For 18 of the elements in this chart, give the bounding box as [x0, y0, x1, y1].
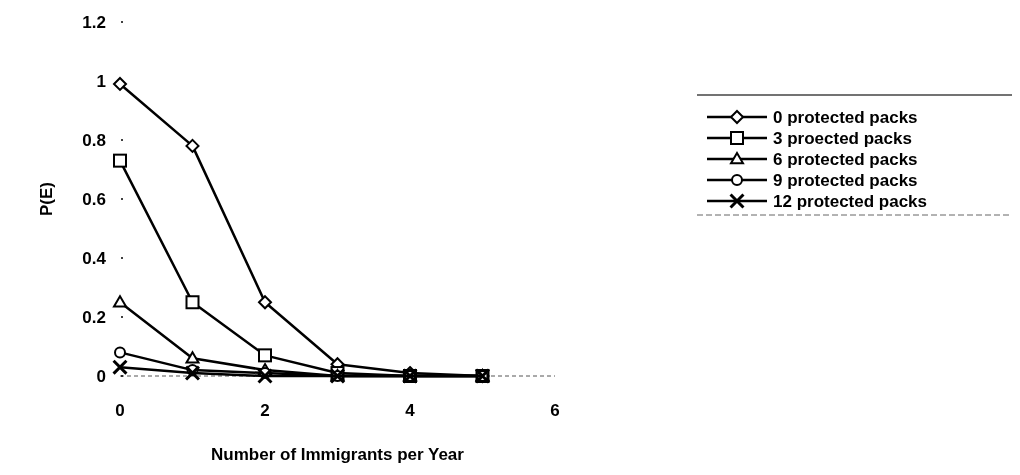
y-axis-title: P(E) — [37, 182, 56, 216]
y-tick-label: 0.8 — [82, 130, 106, 150]
y-tick-label: 1.2 — [82, 12, 106, 32]
legend-label: 12 protected packs — [773, 191, 928, 211]
x-tick-label: 6 — [550, 401, 560, 420]
y-tick-label: 0.6 — [82, 189, 106, 209]
y-tick-label: 0.4 — [82, 248, 107, 268]
legend-label: 6 protected packs — [773, 149, 918, 169]
legend-label: 9 protected packs — [773, 170, 918, 190]
legend-label: 3 proected packs — [773, 128, 912, 148]
x-tick-label: 2 — [260, 401, 270, 420]
x-axis-title: Number of Immigrants per Year — [211, 445, 465, 464]
x-tick-label: 4 — [405, 401, 416, 420]
y-tick-label: 1 — [96, 71, 106, 91]
y-tick-label: 0 — [96, 366, 106, 386]
x-tick-label: 0 — [115, 401, 125, 420]
y-tick-label: 0.2 — [82, 307, 106, 327]
legend-label: 0 protected packs — [773, 107, 918, 127]
